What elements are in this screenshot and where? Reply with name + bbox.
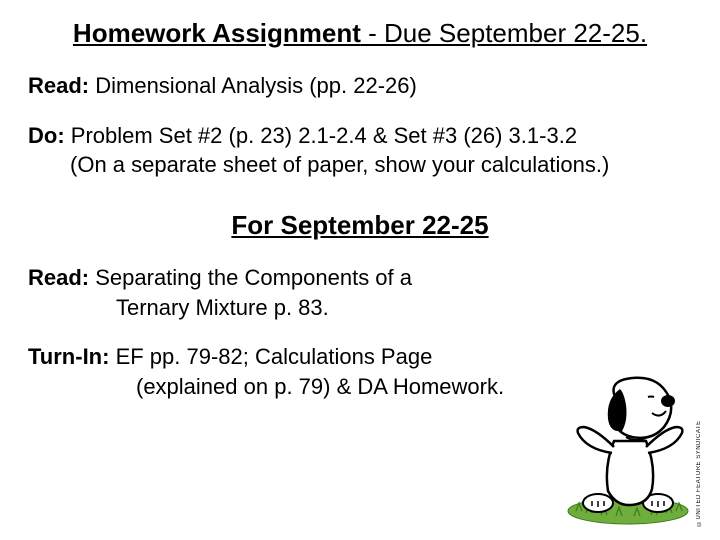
title-due: - Due September 22-25. — [361, 18, 647, 48]
do-text-line2: (On a separate sheet of paper, show your… — [28, 152, 609, 177]
read2-block: Read: Separating the Components of a Ter… — [28, 263, 692, 322]
snoopy-clipart: ©UNITED FEATURE SYNDICATE — [556, 371, 706, 526]
turnin-text2: (explained on p. 79) & DA Homework. — [28, 374, 504, 399]
turnin-text1: EF pp. 79-82; Calculations Page — [109, 344, 432, 369]
slide: Homework Assignment - Due September 22-2… — [0, 0, 720, 540]
turnin-label: Turn-In: — [28, 344, 109, 369]
read-line-1: Read: Dimensional Analysis (pp. 22-26) — [28, 71, 692, 101]
read2-text2: Ternary Mixture p. 83. — [28, 295, 329, 320]
read-label: Read: — [28, 73, 89, 98]
do-block: Do: Problem Set #2 (p. 23) 2.1-2.4 & Set… — [28, 121, 692, 180]
do-label: Do: — [28, 123, 65, 148]
read2-text1: Separating the Components of a — [89, 265, 412, 290]
do-text-line1: Problem Set #2 (p. 23) 2.1-2.4 & Set #3 … — [65, 123, 577, 148]
read2-label: Read: — [28, 265, 89, 290]
read-text: Dimensional Analysis (pp. 22-26) — [89, 73, 417, 98]
slide-title: Homework Assignment - Due September 22-2… — [28, 18, 692, 49]
snoopy-icon — [556, 371, 706, 526]
title-main: Homework Assignment — [73, 18, 361, 48]
clipart-caption: ©UNITED FEATURE SYNDICATE — [696, 371, 706, 526]
subheading: For September 22-25 — [28, 210, 692, 241]
